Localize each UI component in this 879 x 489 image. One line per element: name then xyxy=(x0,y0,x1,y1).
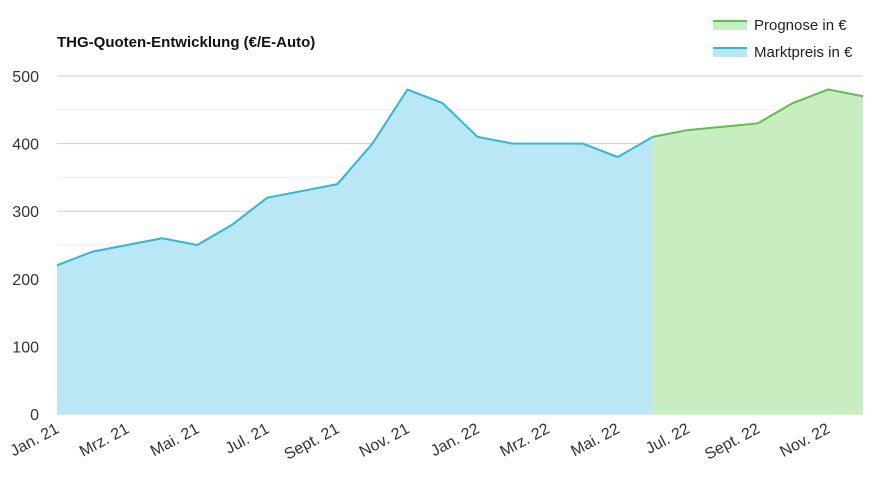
legend-label-marktpreis: Marktpreis in € xyxy=(754,44,853,61)
series-lines xyxy=(56,88,864,267)
legend-swatch-marktpreis xyxy=(713,48,747,57)
x-tick-label: Mai. 21 xyxy=(148,420,202,460)
x-tick-label: Sept. 21 xyxy=(282,420,343,463)
x-tick-label: Nov. 21 xyxy=(357,420,413,460)
area-marktpreis xyxy=(57,89,653,415)
x-tick-label: Mrz. 22 xyxy=(497,420,552,460)
chart-title: THG-Quoten-Entwicklung (€/E-Auto) xyxy=(57,34,315,51)
legend-item-marktpreis: Marktpreis in € xyxy=(713,44,853,61)
y-axis: 0 100 200 300 400 500 xyxy=(12,69,39,424)
x-tick-label: Jul. 22 xyxy=(643,420,693,457)
x-tick-label: Jul. 21 xyxy=(223,420,273,457)
x-tick-label: Jan. 22 xyxy=(428,420,482,460)
area-prognose xyxy=(652,89,863,415)
line-prognose xyxy=(652,88,864,138)
x-tick-label: Mrz. 21 xyxy=(77,420,132,460)
x-tick-label: Mai. 22 xyxy=(568,420,622,460)
legend: Prognose in € Marktpreis in € xyxy=(713,17,853,61)
y-tick-label: 400 xyxy=(12,137,39,154)
x-tick-label: Sept. 22 xyxy=(702,420,763,463)
x-axis: Jan. 21 Mrz. 21 Mai. 21 Jul. 21 Sept. 21 Nov.… xyxy=(8,420,833,463)
x-tick-label: Jan. 21 xyxy=(8,420,62,460)
line-marktpreis xyxy=(56,88,654,267)
legend-label-prognose: Prognose in € xyxy=(754,17,847,34)
y-tick-label: 0 xyxy=(30,407,39,424)
legend-swatch-prognose xyxy=(713,21,747,30)
legend-item-prognose: Prognose in € xyxy=(713,17,847,34)
y-tick-label: 200 xyxy=(12,272,39,289)
x-tick-label: Nov. 22 xyxy=(777,420,833,460)
y-tick-label: 100 xyxy=(12,339,39,356)
y-tick-label: 500 xyxy=(12,69,39,86)
series-areas xyxy=(57,89,863,415)
y-tick-label: 300 xyxy=(12,204,39,221)
